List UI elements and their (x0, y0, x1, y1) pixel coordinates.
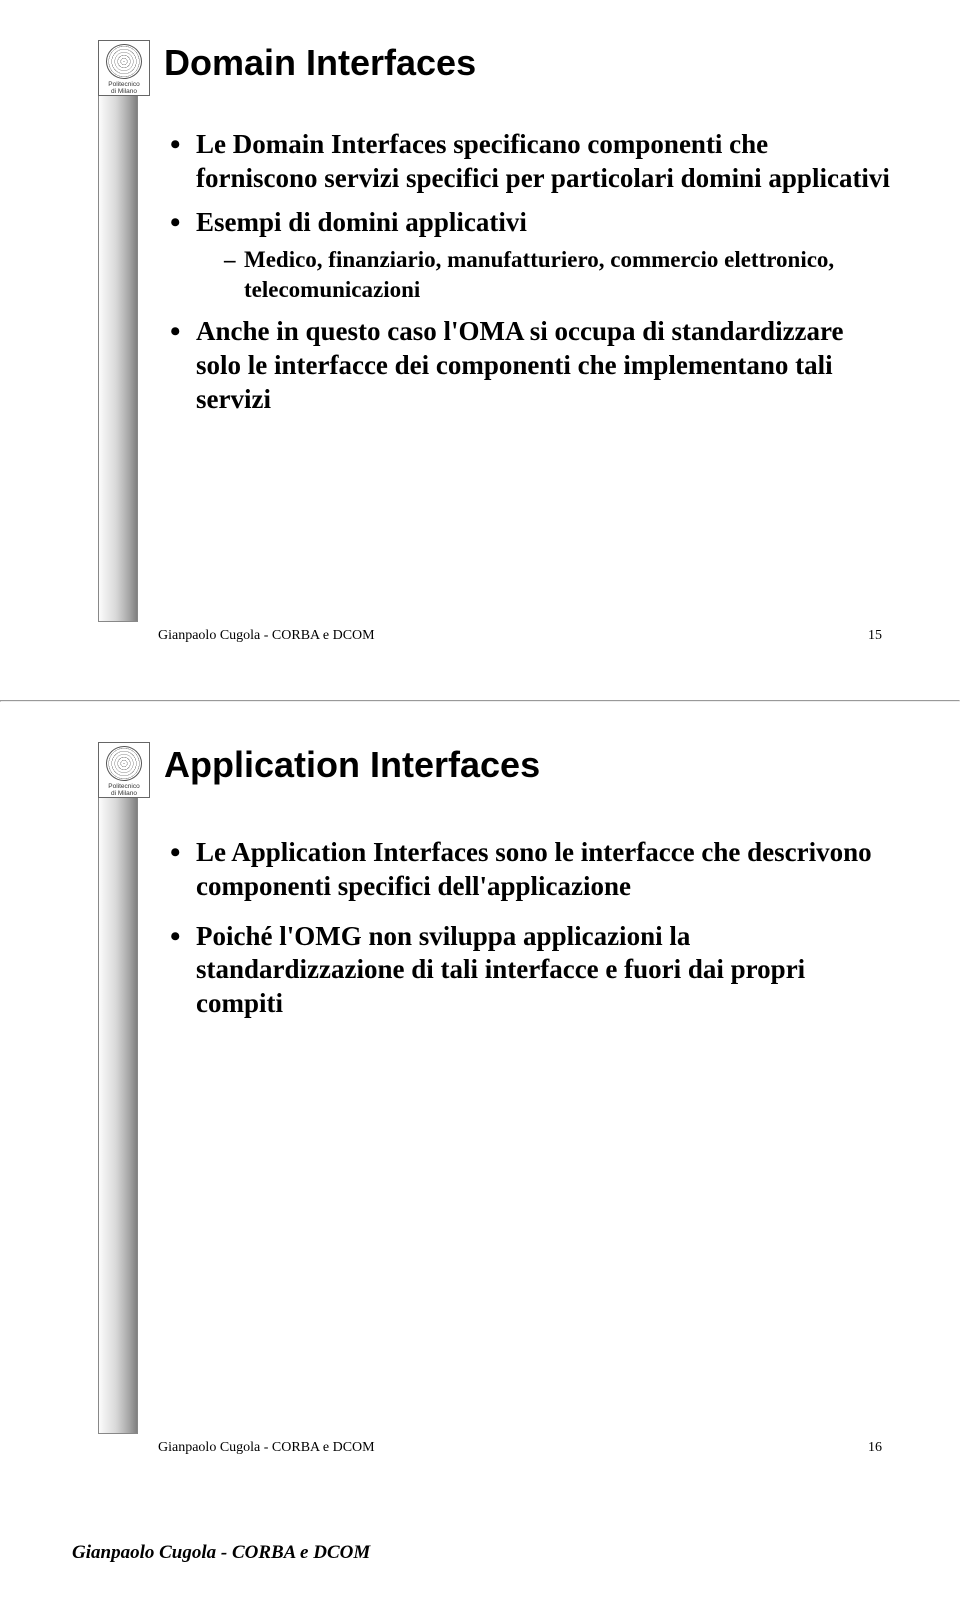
slide-footer-text: Gianpaolo Cugola - CORBA e DCOM (158, 628, 375, 644)
bullet-item: Esempi di domini applicativi Medico, fin… (170, 206, 890, 306)
bullet-text: Anche in questo caso l'OMA si occupa di … (196, 316, 844, 414)
slide-footer-text: Gianpaolo Cugola - CORBA e DCOM (158, 1440, 375, 1456)
page-footer: Gianpaolo Cugola - CORBA e DCOM (0, 1512, 960, 1594)
logo-line2: di Milano (111, 88, 137, 95)
logo-line2: di Milano (111, 790, 137, 797)
polimi-seal-icon (106, 746, 142, 781)
bullet-text: Le Domain Interfaces specificano compone… (196, 129, 890, 193)
sub-bullet-item: Medico, finanziario, manufatturiero, com… (224, 245, 890, 305)
slide-footer-number: 15 (868, 628, 882, 644)
slide-1: Politecnico di Milano Domain Interfaces … (0, 0, 960, 700)
logo-block: Politecnico di Milano (98, 742, 150, 798)
bullet-item: Le Application Interfaces sono le interf… (170, 836, 890, 904)
logo-text: Politecnico di Milano (108, 81, 139, 95)
bullet-item: Le Domain Interfaces specificano compone… (170, 128, 890, 196)
bullet-item: Poiché l'OMG non sviluppa applicazioni l… (170, 920, 890, 1021)
sub-bullet-list: Medico, finanziario, manufatturiero, com… (224, 245, 890, 305)
slide-title: Application Interfaces (164, 744, 890, 786)
sub-bullet-text: Medico, finanziario, manufatturiero, com… (244, 247, 834, 302)
bullet-item: Anche in questo caso l'OMA si occupa di … (170, 315, 890, 416)
logo-text: Politecnico di Milano (108, 783, 139, 797)
logo-line1: Politecnico (108, 783, 139, 790)
decorative-band (98, 742, 138, 1434)
logo-block: Politecnico di Milano (98, 40, 150, 96)
bullet-text: Esempi di domini applicativi (196, 207, 527, 237)
slide-title: Domain Interfaces (164, 42, 890, 84)
bullet-text: Le Application Interfaces sono le interf… (196, 837, 872, 901)
logo-line1: Politecnico (108, 81, 139, 88)
bullet-list: Le Domain Interfaces specificano compone… (170, 128, 890, 416)
bullet-text: Poiché l'OMG non sviluppa applicazioni l… (196, 921, 805, 1019)
slide-footer-number: 16 (868, 1440, 882, 1456)
decorative-band (98, 40, 138, 622)
slide-2: Politecnico di Milano Application Interf… (0, 702, 960, 1512)
bullet-list: Le Application Interfaces sono le interf… (170, 836, 890, 1021)
polimi-seal-icon (106, 44, 142, 79)
